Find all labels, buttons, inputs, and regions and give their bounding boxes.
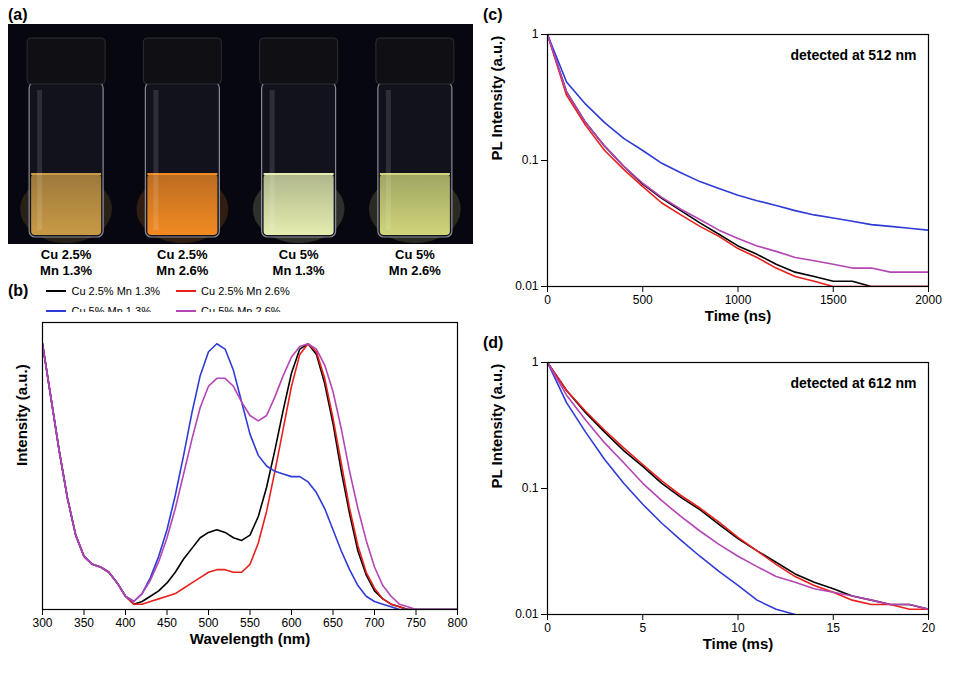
svg-text:550: 550 xyxy=(240,616,260,630)
svg-text:1: 1 xyxy=(532,355,539,369)
svg-text:750: 750 xyxy=(406,616,426,630)
svg-text:Time (ns): Time (ns) xyxy=(705,307,771,324)
html-text:Cu 2.5%: Cu 2.5% xyxy=(157,247,208,262)
svg-text:15: 15 xyxy=(827,621,841,635)
html-text:Cu 5% Mn 2.6%: Cu 5% Mn 2.6% xyxy=(201,305,281,317)
svg-text:0.01: 0.01 xyxy=(515,607,539,621)
html-text:Cu 5% Mn 1.3%: Cu 5% Mn 1.3% xyxy=(71,305,151,317)
svg-text:700: 700 xyxy=(364,616,384,630)
html-text:Mn 1.3%: Mn 1.3% xyxy=(272,263,325,278)
html-text:Cu 2.5%: Cu 2.5% xyxy=(40,247,92,262)
svg-text:0.1: 0.1 xyxy=(522,153,539,167)
svg-text:300: 300 xyxy=(32,616,52,630)
svg-text:PL Intensity (a.u.): PL Intensity (a.u.) xyxy=(488,36,505,161)
svg-text:10: 10 xyxy=(731,621,745,635)
svg-text:PL Intensity (a.u.): PL Intensity (a.u.) xyxy=(488,364,505,489)
svg-text:1000: 1000 xyxy=(725,293,752,307)
svg-text:500: 500 xyxy=(198,616,218,630)
html-text:Mn 2.6%: Mn 2.6% xyxy=(388,263,441,278)
svg-text:400: 400 xyxy=(115,616,135,630)
svg-text:0: 0 xyxy=(544,293,551,307)
html-text:Cu 2.5% Mn 1.3%: Cu 2.5% Mn 1.3% xyxy=(71,285,161,297)
html-text:Mn 1.3%: Mn 1.3% xyxy=(40,263,93,278)
svg-text:650: 650 xyxy=(323,616,343,630)
svg-text:Time (ms): Time (ms) xyxy=(703,635,774,652)
html-text:(a): (a) xyxy=(8,6,28,23)
html-text:Cu 5%: Cu 5% xyxy=(278,247,319,262)
svg-text:450: 450 xyxy=(157,616,177,630)
html-text:(b): (b) xyxy=(8,282,29,299)
svg-text:600: 600 xyxy=(281,616,301,630)
svg-text:5: 5 xyxy=(639,621,646,635)
svg-text:Wavelength (nm): Wavelength (nm) xyxy=(190,630,310,647)
svg-text:detected at 612 nm: detected at 612 nm xyxy=(790,375,916,391)
html-text:Mn 2.6%: Mn 2.6% xyxy=(156,263,209,278)
html-text:(c): (c) xyxy=(483,6,503,23)
html-text:Cu 5%: Cu 5% xyxy=(395,247,435,262)
html-text:(d): (d) xyxy=(483,334,504,351)
svg-text:0.1: 0.1 xyxy=(522,481,539,495)
svg-text:Intensity (a.u.): Intensity (a.u.) xyxy=(13,364,30,466)
svg-text:0.01: 0.01 xyxy=(515,279,539,293)
svg-text:1: 1 xyxy=(532,27,539,41)
svg-text:detected at 512 nm: detected at 512 nm xyxy=(790,47,916,63)
svg-text:500: 500 xyxy=(633,293,653,307)
svg-text:20: 20 xyxy=(922,621,936,635)
svg-text:2000: 2000 xyxy=(915,293,942,307)
svg-text:1500: 1500 xyxy=(820,293,847,307)
svg-text:0: 0 xyxy=(544,621,551,635)
svg-text:800: 800 xyxy=(447,616,467,630)
svg-text:350: 350 xyxy=(74,616,94,630)
html-text:Cu 2.5% Mn 2.6%: Cu 2.5% Mn 2.6% xyxy=(201,285,290,297)
